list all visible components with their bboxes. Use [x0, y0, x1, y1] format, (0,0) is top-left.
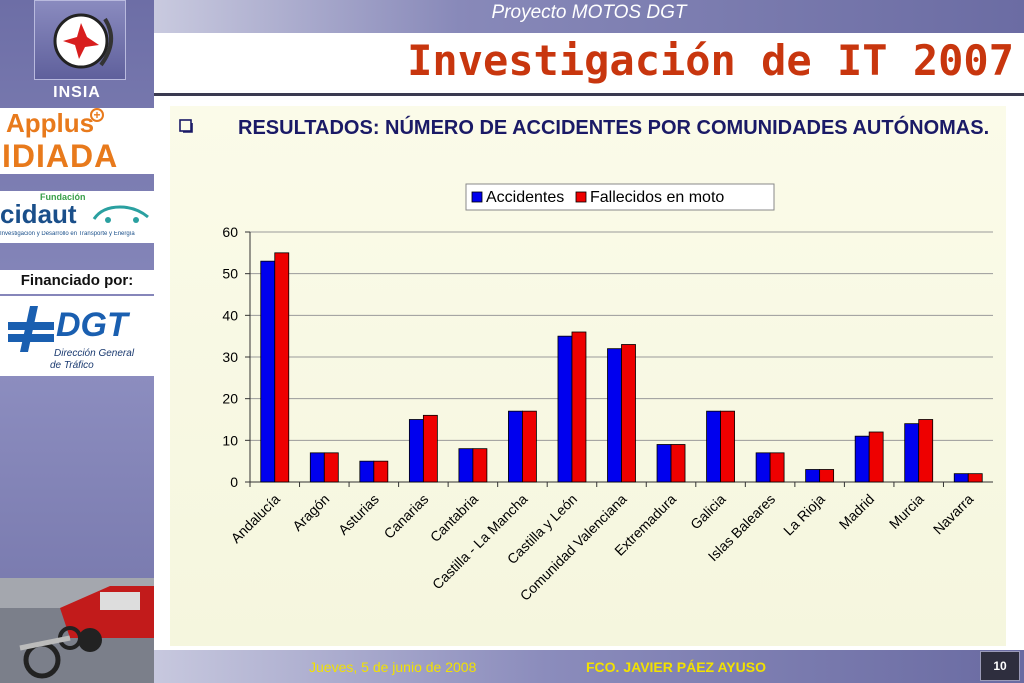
bar-fallecidos — [422, 414, 438, 483]
bar-accidentes — [607, 348, 622, 483]
bar-fallecidos — [571, 331, 587, 483]
dgt-subtitle-1: Dirección General — [54, 348, 135, 359]
y-tick-label: 10 — [222, 432, 238, 448]
x-tick-label: Asturias — [335, 491, 382, 538]
y-tick-label: 60 — [222, 224, 238, 240]
project-title: Proyecto MOTOS DGT — [491, 2, 687, 23]
dgt-text: DGT — [56, 306, 128, 344]
bar-accidentes — [458, 448, 474, 483]
car-outline-icon — [92, 205, 149, 223]
legend-label: Accidentes — [486, 189, 564, 206]
bar-fallecidos — [819, 469, 835, 483]
content-panel: RESULTADOS: NÚMERO DE ACCIDENTES POR COM… — [170, 106, 1006, 646]
cidaut-fundacion-text: Fundación — [40, 192, 86, 202]
applus-text: Applus — [6, 108, 95, 138]
footer-date: Jueves, 5 de junio de 2008 — [309, 659, 477, 675]
bar-fallecidos — [769, 452, 785, 483]
x-tick-label: Canarias — [381, 491, 432, 542]
idiada-text: IDIADA — [2, 138, 119, 174]
dgt-logo: DGT Dirección General de Tráfico — [0, 296, 154, 376]
y-tick-label: 50 — [222, 266, 238, 282]
bar-accidentes — [656, 444, 672, 483]
bar-accidentes — [904, 423, 920, 483]
accident-scene-icon — [0, 578, 154, 683]
bar-fallecidos — [720, 410, 735, 483]
cidaut-subtitle: Investigación y Desarrollo en Transporte… — [0, 231, 135, 237]
bar-accidentes — [805, 469, 821, 483]
x-tick-label: Castilla - La Mancha — [429, 491, 531, 593]
bar-fallecidos — [621, 344, 636, 483]
x-tick-label: Galicia — [687, 491, 729, 533]
legend-swatch — [575, 191, 587, 203]
x-tick-label: Navarra — [930, 491, 977, 538]
bar-accidentes — [359, 460, 375, 483]
bar-accidentes — [953, 473, 969, 483]
legend-label: Fallecidos en moto — [590, 189, 724, 206]
x-tick-label: La Rioja — [780, 491, 828, 539]
insia-label: INSIA — [53, 84, 101, 101]
dgt-emblem-icon — [8, 306, 54, 352]
bar-fallecidos — [373, 460, 389, 483]
top-bar: Proyecto MOTOS DGT — [154, 0, 1024, 33]
bar-fallecidos — [918, 419, 934, 483]
x-tick-label: Murcia — [886, 491, 927, 532]
y-tick-label: 20 — [222, 391, 238, 407]
applus-idiada-logo: Applus + IDIADA — [0, 108, 154, 174]
bar-accidentes — [309, 452, 325, 483]
bar-fallecidos — [868, 431, 884, 483]
bar-accidentes — [508, 410, 523, 483]
bar-accidentes — [557, 335, 573, 483]
bar-accidentes — [260, 260, 276, 483]
results-heading: RESULTADOS: NÚMERO DE ACCIDENTES POR COM… — [238, 117, 990, 139]
page-number: 10 — [980, 651, 1020, 681]
legend-box — [465, 183, 775, 211]
bar-accidentes — [408, 419, 424, 483]
y-tick-label: 30 — [222, 349, 238, 365]
legend-swatch — [471, 191, 483, 203]
bar-accidentes — [755, 452, 771, 483]
bar-accidentes — [854, 435, 870, 483]
y-tick-label: 0 — [230, 474, 238, 490]
bar-fallecidos — [323, 452, 339, 483]
checkbox-bullet-icon — [179, 119, 193, 133]
applus-plus-icon: + — [90, 108, 104, 122]
bar-fallecidos — [274, 252, 290, 483]
insia-logo — [34, 0, 126, 80]
accident-photo — [0, 578, 154, 683]
title-divider — [154, 93, 1024, 96]
sidebar: INSIA Applus + IDIADA Fundación cidaut I… — [0, 0, 154, 683]
bar-fallecidos — [967, 473, 983, 483]
bar-chart: 0 10 20 30 40 50 60 Andalucía Aragón AsturiasCana… — [222, 183, 993, 604]
cidaut-text: cidaut — [0, 199, 77, 229]
y-tick-label: 40 — [222, 307, 238, 323]
footer-bar: Jueves, 5 de junio de 2008 FCO. JAVIER P… — [154, 650, 1024, 683]
footer-author: FCO. JAVIER PÁEZ AYUSO — [586, 659, 766, 675]
bar-fallecidos — [522, 410, 537, 483]
bar-fallecidos — [670, 444, 686, 483]
x-tick-label: Aragón — [289, 491, 332, 534]
slide-title: Investigación de IT 2007 — [407, 36, 1014, 85]
dgt-subtitle-2: de Tráfico — [50, 360, 94, 371]
bar-fallecidos — [472, 448, 488, 483]
x-tick-label: Andalucía — [228, 491, 283, 546]
cidaut-logo: Fundación cidaut Investigación y Desarro… — [0, 191, 154, 243]
x-tick-label: Madrid — [836, 491, 878, 533]
funded-by-label: Financiado por: — [0, 270, 154, 294]
bar-accidentes — [706, 410, 721, 483]
insia-emblem-icon — [53, 13, 113, 69]
